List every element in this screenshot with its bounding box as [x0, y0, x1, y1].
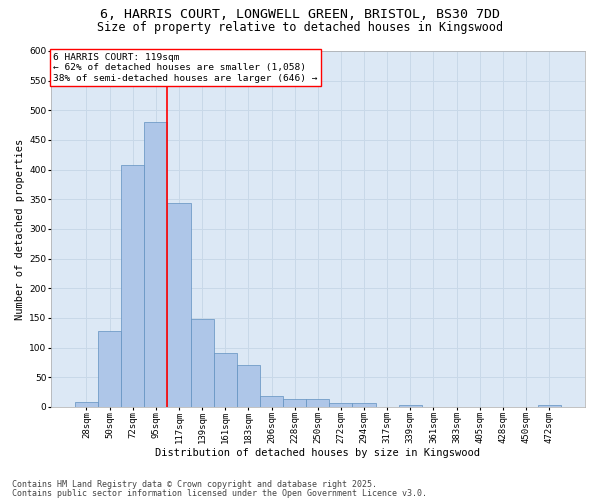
Bar	[191, 319, 214, 407]
Bar	[329, 403, 352, 407]
Bar	[306, 398, 329, 407]
Text: 6, HARRIS COURT, LONGWELL GREEN, BRISTOL, BS30 7DD: 6, HARRIS COURT, LONGWELL GREEN, BRISTOL…	[100, 8, 500, 20]
Bar	[260, 396, 283, 407]
Bar	[283, 398, 306, 407]
X-axis label: Distribution of detached houses by size in Kingswood: Distribution of detached houses by size …	[155, 448, 480, 458]
Bar	[144, 122, 167, 407]
Text: Contains public sector information licensed under the Open Government Licence v3: Contains public sector information licen…	[12, 490, 427, 498]
Text: Size of property relative to detached houses in Kingswood: Size of property relative to detached ho…	[97, 21, 503, 34]
Bar	[352, 403, 376, 407]
Bar	[98, 331, 121, 407]
Text: 6 HARRIS COURT: 119sqm
← 62% of detached houses are smaller (1,058)
38% of semi-: 6 HARRIS COURT: 119sqm ← 62% of detached…	[53, 53, 318, 82]
Bar	[538, 404, 561, 407]
Bar	[75, 402, 98, 407]
Bar	[399, 405, 422, 407]
Y-axis label: Number of detached properties: Number of detached properties	[15, 138, 25, 320]
Bar	[214, 353, 237, 407]
Bar	[167, 204, 191, 407]
Bar	[237, 366, 260, 407]
Text: Contains HM Land Registry data © Crown copyright and database right 2025.: Contains HM Land Registry data © Crown c…	[12, 480, 377, 489]
Bar	[121, 165, 144, 407]
